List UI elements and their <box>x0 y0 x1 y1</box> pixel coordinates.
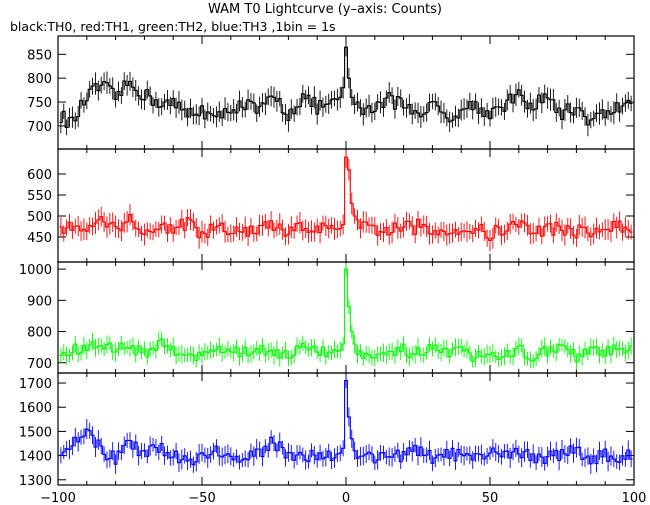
xtick-label: −100 <box>40 491 76 505</box>
xtick-label: −50 <box>188 491 215 505</box>
ytick-label-TH2: 700 <box>27 357 52 372</box>
ytick-label-TH2: 1000 <box>19 263 52 278</box>
ytick-label-TH0: 850 <box>27 48 52 63</box>
ytick-label-TH3: 1300 <box>19 474 52 489</box>
ytick-label-TH3: 1500 <box>19 425 52 440</box>
panel-frame-TH3 <box>57 372 635 486</box>
ytick-label-TH0: 700 <box>27 120 52 135</box>
series-line-TH0 <box>59 46 633 128</box>
ytick-label-TH2: 800 <box>27 326 52 341</box>
chart-subtitle: black:TH0, red:TH1, green:TH2, blue:TH3 … <box>10 19 336 34</box>
ytick-label-TH0: 800 <box>27 72 52 87</box>
ytick-label-TH3: 1600 <box>19 401 52 416</box>
xtick-label: 0 <box>342 491 350 505</box>
ytick-label-TH3: 1700 <box>19 377 52 392</box>
series-line-TH3 <box>59 380 633 466</box>
ytick-label-TH1: 600 <box>27 168 52 183</box>
ytick-label-TH3: 1400 <box>19 450 52 465</box>
xtick-label: 50 <box>482 491 499 505</box>
ytick-label-TH1: 500 <box>27 210 52 225</box>
chart-title: WAM T0 Lightcurve (y–axis: Counts) <box>208 2 442 17</box>
ytick-label-TH0: 750 <box>27 96 52 111</box>
ytick-label-TH1: 550 <box>27 189 52 204</box>
xtick-label: 100 <box>622 491 647 505</box>
ytick-label-TH2: 900 <box>27 294 52 309</box>
ytick-label-TH1: 450 <box>27 231 52 246</box>
series-line-TH1 <box>59 156 633 242</box>
series-line-TH2 <box>59 268 633 363</box>
